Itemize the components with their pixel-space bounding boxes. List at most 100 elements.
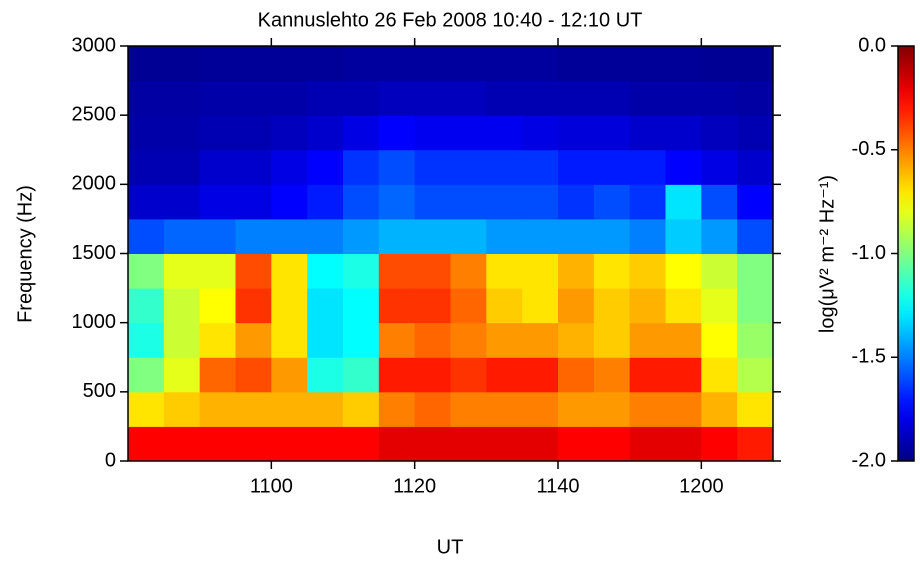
cell — [593, 115, 631, 151]
cell — [665, 149, 702, 185]
cell — [235, 253, 272, 289]
cell — [593, 426, 631, 462]
cell — [307, 391, 344, 427]
cell — [128, 288, 165, 324]
cell — [486, 357, 523, 393]
cell — [128, 80, 165, 116]
cell — [737, 288, 774, 324]
cell — [450, 322, 487, 358]
cell — [271, 322, 308, 358]
cell — [522, 149, 559, 185]
cell — [414, 218, 451, 254]
cell — [450, 253, 487, 289]
cell — [486, 46, 523, 82]
cell — [737, 46, 774, 82]
cell — [450, 46, 487, 82]
cell — [522, 357, 559, 393]
x-axis-label: UT — [437, 536, 464, 558]
cell — [378, 426, 416, 462]
cell — [629, 357, 666, 393]
cell — [271, 426, 308, 462]
x-tick-label: 1140 — [536, 475, 579, 497]
cell — [665, 357, 702, 393]
cell — [343, 322, 380, 358]
y-tick-label: 1500 — [72, 242, 117, 264]
cell — [414, 426, 451, 462]
cell — [163, 322, 201, 358]
cell — [486, 218, 523, 254]
cell — [593, 391, 631, 427]
cell — [450, 288, 487, 324]
cell — [128, 149, 165, 185]
cell — [522, 218, 559, 254]
cell — [414, 357, 451, 393]
cell — [522, 322, 559, 358]
cell — [414, 149, 451, 185]
cell — [737, 253, 774, 289]
cell — [378, 115, 416, 151]
cell — [235, 322, 272, 358]
cell — [450, 426, 487, 462]
cell — [128, 391, 165, 427]
cell — [343, 46, 380, 82]
cell — [701, 80, 738, 116]
cell — [199, 288, 236, 324]
y-tick-label: 500 — [83, 380, 116, 402]
cell — [665, 426, 702, 462]
y-tick-label: 1000 — [72, 311, 117, 333]
cell — [414, 288, 451, 324]
cell — [593, 46, 631, 82]
cell — [558, 149, 595, 185]
cell — [593, 322, 631, 358]
cell — [235, 391, 272, 427]
cell — [701, 46, 738, 82]
cell — [665, 322, 702, 358]
cell — [307, 46, 344, 82]
cell — [163, 115, 201, 151]
cell — [414, 46, 451, 82]
cell — [128, 357, 165, 393]
cell — [737, 80, 774, 116]
cell — [163, 426, 201, 462]
cell — [593, 218, 631, 254]
cell — [378, 391, 416, 427]
cell — [558, 322, 595, 358]
cell — [378, 80, 416, 116]
cell — [522, 46, 559, 82]
cell — [486, 288, 523, 324]
cell — [486, 426, 523, 462]
cell — [701, 149, 738, 185]
cell — [522, 426, 559, 462]
cell — [199, 357, 236, 393]
colorbar-label: log(μV² m⁻² Hz⁻¹) — [816, 175, 838, 333]
cell — [737, 184, 774, 220]
cell — [307, 218, 344, 254]
cell — [486, 391, 523, 427]
cell — [307, 288, 344, 324]
cell — [737, 149, 774, 185]
cell — [128, 46, 165, 82]
cell — [737, 357, 774, 393]
cell — [558, 115, 595, 151]
cell — [665, 115, 702, 151]
cell — [271, 357, 308, 393]
cell — [737, 115, 774, 151]
cell — [701, 218, 738, 254]
cell — [378, 322, 416, 358]
cell — [378, 184, 416, 220]
cell — [378, 288, 416, 324]
cell — [271, 218, 308, 254]
y-tick-label: 3000 — [72, 34, 117, 56]
cell — [486, 115, 523, 151]
cell — [558, 253, 595, 289]
cell — [199, 426, 236, 462]
cell — [558, 426, 595, 462]
cell — [271, 391, 308, 427]
cell — [163, 288, 201, 324]
cell — [307, 426, 344, 462]
cell — [701, 357, 738, 393]
y-axis-label: Frequency (Hz) — [14, 185, 36, 323]
colorbar — [897, 45, 915, 462]
cell — [558, 218, 595, 254]
